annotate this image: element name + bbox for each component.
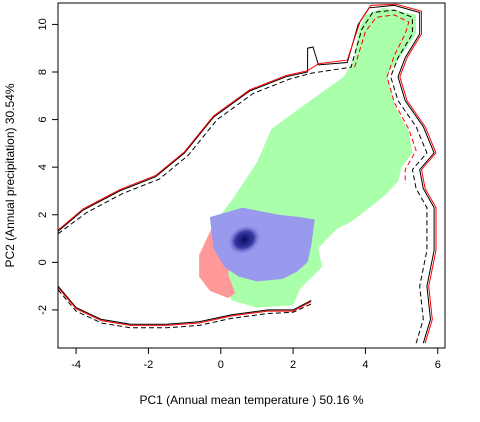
x-tick-label: 0 — [218, 359, 224, 371]
y-tick-label: 0 — [37, 259, 49, 265]
y-tick-label: 8 — [37, 69, 49, 75]
y-axis: -2 0 2 4 6 8 10 — [37, 18, 59, 315]
contour-line-6 — [58, 289, 312, 329]
contour-line-5 — [58, 286, 312, 326]
x-tick-label: -2 — [144, 359, 154, 371]
contour-line-4 — [58, 285, 312, 325]
contour-line-1 — [58, 3, 437, 344]
x-tick-label: -4 — [71, 359, 81, 371]
x-tick-label: 4 — [362, 359, 368, 371]
y-tick-label: 4 — [37, 164, 49, 170]
blue-overlap-region — [209, 207, 315, 282]
density-core — [227, 224, 262, 256]
contour-line-0 — [58, 4, 435, 344]
y-axis-label: PC2 (Annual precipitation) 30.54% — [3, 83, 17, 267]
x-axis-label: PC1 (Annual mean temperature ) 50.16 % — [139, 393, 363, 407]
contour-line-2 — [58, 9, 428, 344]
x-tick-label: 6 — [435, 359, 441, 371]
y-tick-label: 10 — [37, 18, 49, 30]
x-axis: -4 -2 0 2 4 6 — [71, 347, 441, 371]
contour-line-3 — [354, 14, 417, 184]
y-tick-label: 6 — [37, 117, 49, 123]
x-tick-label: 2 — [290, 359, 296, 371]
plot-area — [58, 3, 437, 344]
y-tick-label: 2 — [37, 212, 49, 218]
y-tick-label: -2 — [37, 305, 49, 315]
